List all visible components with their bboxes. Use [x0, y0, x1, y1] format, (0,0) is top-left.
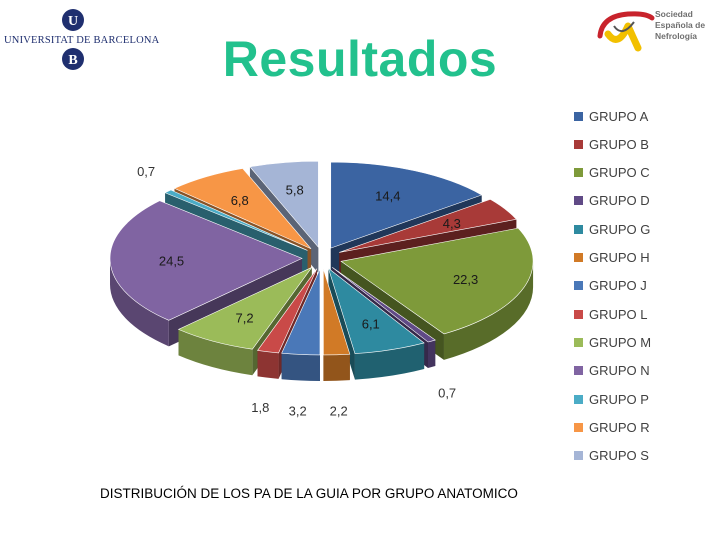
- pie-slice-grupo-j: [281, 268, 321, 356]
- legend-swatch: [574, 337, 583, 347]
- legend-item: GRUPO P: [574, 389, 649, 409]
- pie-value-label: 6,8: [231, 193, 249, 208]
- pie-value-label: 3,2: [289, 403, 307, 418]
- slide-title: Resultados: [222, 31, 498, 87]
- legend-label: GRUPO D: [589, 193, 650, 209]
- pie-slice-grupo-h: [323, 268, 351, 356]
- legend-item: GRUPO J: [574, 276, 647, 296]
- legend-swatch: [574, 224, 583, 234]
- pie-value-label: 4,3: [443, 216, 461, 231]
- legend-label: GRUPO A: [589, 108, 649, 124]
- legend-label: GRUPO J: [589, 278, 647, 294]
- pie-tops: [109, 160, 534, 356]
- pie-slice-grupo-d: [332, 267, 436, 343]
- pie-slice-grupo-c: [340, 227, 534, 335]
- legend-label: GRUPO G: [589, 221, 651, 237]
- legend-swatch: [574, 281, 583, 291]
- pie-labels: 14,4 4,3 22,3 0,7 6,1 2,2 3,2 1,8 7,2 24,5 0,7 6,8 5…: [137, 164, 478, 419]
- legend-swatch: [574, 168, 583, 178]
- legend-item: GRUPO B: [574, 134, 649, 154]
- svg-text:U: U: [68, 14, 78, 29]
- legend-label: GRUPO P: [589, 391, 649, 407]
- legend-item: GRUPO G: [574, 219, 650, 239]
- pie-value-label: 2,2: [330, 404, 348, 419]
- pie-slice-grupo-g: [327, 267, 425, 354]
- pie-value-label: 14,4: [375, 189, 400, 204]
- pie-slice-side: [178, 329, 253, 376]
- society-logo: [597, 11, 655, 52]
- pie-slice-grupo-l: [257, 268, 318, 354]
- society-name-line-1: Sociedad: [655, 9, 693, 19]
- university-name: UNIVERSITAT DE BARCELONA: [4, 35, 160, 46]
- pie-value-label: 22,3: [453, 272, 478, 287]
- pie-slice-grupo-p: [164, 189, 308, 251]
- pie-value-label: 0,7: [137, 164, 155, 179]
- legend-label: GRUPO M: [589, 334, 652, 350]
- pie-slice-side: [110, 258, 169, 347]
- legend-label: GRUPO H: [589, 250, 650, 265]
- legend-swatch: [574, 253, 583, 262]
- legend-swatch: [574, 451, 583, 461]
- pie-slice-side: [427, 340, 436, 368]
- legend-item: GRUPO L: [574, 304, 648, 324]
- legend-label: GRUPO R: [589, 419, 650, 435]
- pie-slice-grupo-s: [249, 160, 319, 248]
- society-name-line-2: Española de: [655, 20, 706, 30]
- society-name-line-3: Nefrología: [655, 31, 698, 41]
- pie-slice-side: [443, 261, 534, 360]
- legend-swatch: [574, 111, 583, 121]
- legend-item: GRUPO H: [574, 248, 650, 268]
- legend-item: GRUPO D: [574, 191, 650, 211]
- svg-text:B: B: [68, 53, 77, 68]
- pie-slice-grupo-r: [173, 168, 312, 250]
- pie-value-label: 6,1: [362, 317, 380, 332]
- legend-swatch: [574, 366, 583, 376]
- legend-item: GRUPO M: [574, 332, 651, 352]
- pie-value-label: 7,2: [236, 311, 254, 326]
- pie-slice-grupo-m: [177, 266, 313, 350]
- legend-item: GRUPO R: [574, 417, 650, 437]
- legend-label: GRUPO L: [589, 306, 648, 322]
- legend-swatch: [574, 196, 583, 206]
- pie-slice-grupo-a: [330, 161, 483, 249]
- legend-item: GRUPO A: [574, 106, 648, 126]
- legend-swatch: [574, 422, 583, 432]
- pie-slice-side: [323, 354, 350, 381]
- pie-value-label: 0,7: [438, 386, 456, 401]
- pie-slice-side: [354, 342, 425, 380]
- pie-slice-side: [281, 353, 320, 381]
- pie-value-label: 5,8: [286, 183, 304, 198]
- legend-item: GRUPO N: [574, 361, 650, 381]
- pie-slice-grupo-b: [339, 198, 517, 253]
- pie-value-label: 24,5: [159, 253, 184, 268]
- legend-label: GRUPO B: [589, 136, 649, 152]
- legend-item: GRUPO S: [574, 446, 649, 466]
- legend-label: GRUPO N: [589, 363, 650, 379]
- legend-item: GRUPO C: [574, 163, 650, 183]
- legend-swatch: [574, 309, 583, 319]
- legend-label: GRUPO S: [589, 448, 649, 464]
- pie-value-label: 1,8: [251, 400, 269, 415]
- legend-swatch: [574, 139, 583, 149]
- pie-slice-side: [257, 350, 279, 379]
- pie-slice-grupo-n: [109, 200, 303, 321]
- chart-caption: DISTRIBUCIÓN DE LOS PA DE LA GUIA POR GR…: [100, 486, 518, 501]
- legend-label: GRUPO C: [589, 165, 650, 181]
- university-logo: U B: [62, 9, 84, 70]
- legend-swatch: [574, 394, 583, 404]
